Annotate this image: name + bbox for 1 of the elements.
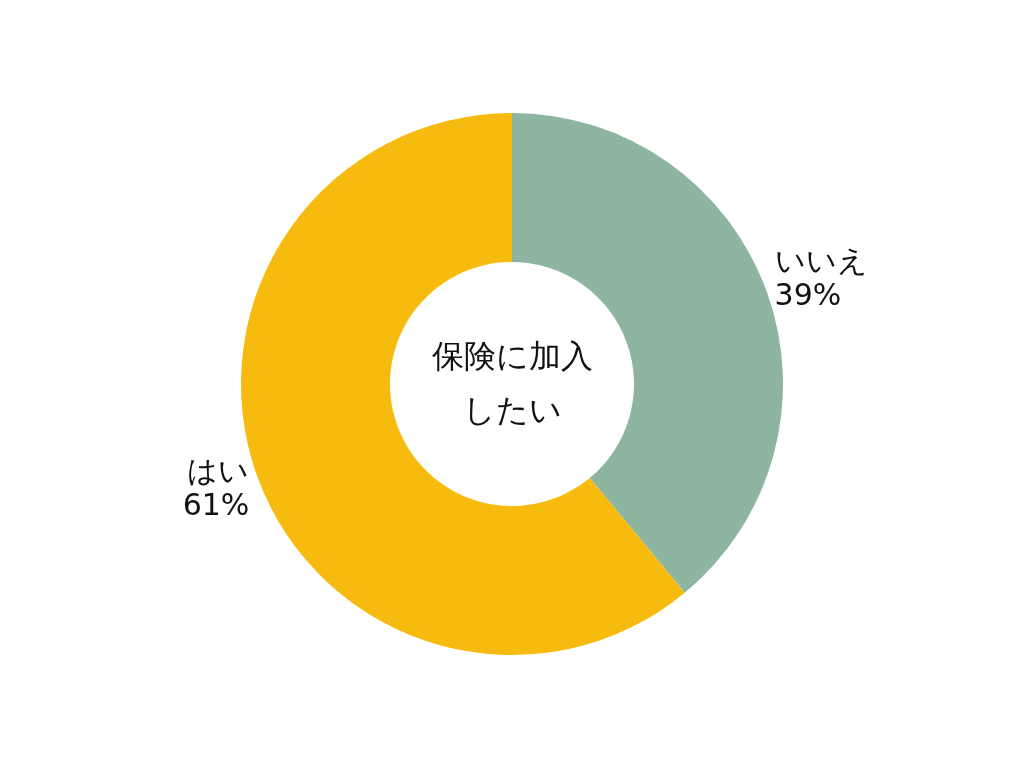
title: 保険に加入したい xyxy=(431,337,593,429)
